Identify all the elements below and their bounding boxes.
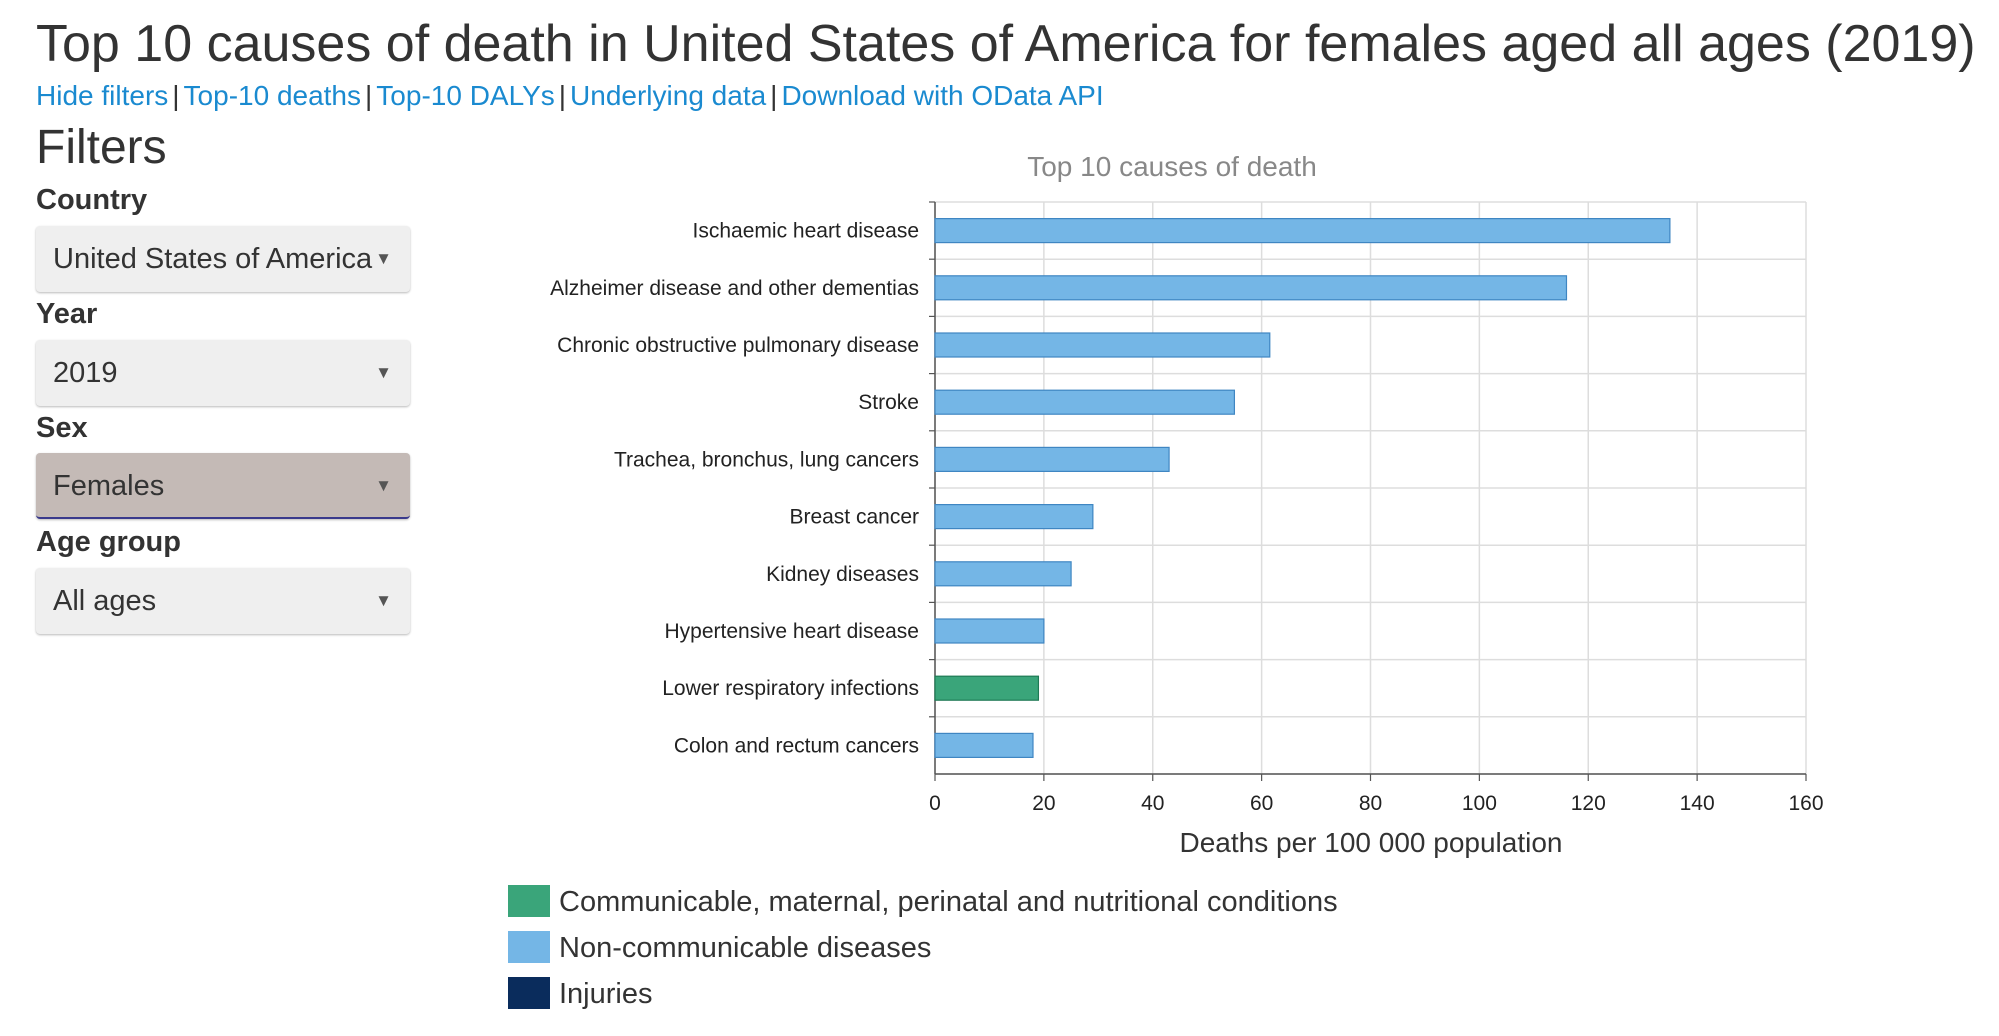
bar: [934, 618, 1045, 644]
chevron-down-icon: ▼: [375, 476, 392, 495]
bar: [934, 332, 1271, 358]
bar: [934, 561, 1072, 587]
x-tick-label: 40: [1141, 792, 1164, 815]
country-label: Country: [36, 184, 148, 216]
filters-heading: Filters: [36, 121, 167, 174]
x-tick-label: 80: [1359, 792, 1382, 815]
y-tick-label: Hypertensive heart disease: [665, 620, 919, 643]
x-tick-label: 140: [1680, 792, 1715, 815]
bar: [934, 675, 1040, 701]
top10-deaths-link[interactable]: Top-10 deaths: [183, 80, 362, 111]
y-tick-label: Trachea, bronchus, lung cancers: [614, 448, 919, 471]
sex-select[interactable]: Females ▼: [36, 453, 410, 519]
year-select[interactable]: 2019 ▼: [36, 340, 410, 406]
nav-separator: |: [365, 80, 373, 111]
hide-filters-link[interactable]: Hide filters: [36, 80, 169, 111]
bar: [934, 504, 1094, 530]
sex-label: Sex: [36, 412, 88, 444]
x-tick-label: 160: [1788, 792, 1823, 815]
chevron-down-icon: ▼: [375, 363, 392, 382]
country-select[interactable]: United States of America ▼: [36, 226, 410, 292]
legend-label: Communicable, maternal, perinatal and nu…: [559, 886, 1338, 918]
legend-label: Injuries: [559, 978, 653, 1010]
bar-chart: Top 10 causes of death Ischaemic heart d…: [550, 151, 1823, 858]
x-tick-label: 0: [929, 792, 941, 815]
download-odata-link[interactable]: Download with OData API: [781, 80, 1104, 111]
y-tick-label: Colon and rectum cancers: [674, 734, 919, 757]
year-value: 2019: [53, 357, 118, 389]
legend-swatch: [508, 931, 550, 963]
y-tick-label: Alzheimer disease and other dementias: [550, 277, 919, 300]
y-tick-label: Chronic obstructive pulmonary disease: [557, 334, 919, 357]
bar: [934, 732, 1034, 759]
age-group-select[interactable]: All ages ▼: [36, 568, 410, 634]
bar: [934, 218, 1671, 244]
x-tick-label: 60: [1250, 792, 1273, 815]
country-value: United States of America: [53, 243, 373, 275]
legend-swatch: [508, 977, 550, 1009]
legend-label: Non-communicable diseases: [559, 932, 932, 964]
bar: [934, 389, 1236, 415]
nav-separator: |: [770, 80, 778, 111]
y-tick-label: Breast cancer: [789, 506, 919, 529]
bar: [934, 275, 1568, 301]
y-tick-label: Stroke: [858, 391, 919, 414]
chevron-down-icon: ▼: [375, 249, 392, 268]
x-tick-label: 120: [1571, 792, 1606, 815]
year-label: Year: [36, 298, 98, 330]
y-tick-label: Ischaemic heart disease: [693, 220, 919, 243]
age-group-value: All ages: [53, 585, 157, 617]
underlying-data-link[interactable]: Underlying data: [570, 80, 767, 111]
x-axis-title: Deaths per 100 000 population: [1180, 827, 1563, 858]
nav-links: Hide filters | Top-10 deaths | Top-10 DALYs |…: [36, 80, 1104, 112]
bar: [934, 446, 1170, 472]
top10-dalys-link[interactable]: Top-10 DALYs: [376, 80, 555, 111]
x-tick-label: 100: [1462, 792, 1497, 815]
page-title: Top 10 causes of death in United States …: [36, 15, 1976, 73]
y-tick-label: Lower respiratory infections: [662, 677, 919, 700]
nav-separator: |: [558, 80, 567, 111]
y-tick-label: Kidney diseases: [766, 563, 919, 586]
chart-title: Top 10 causes of death: [1027, 151, 1317, 182]
sex-value: Females: [53, 470, 165, 502]
x-tick-label: 20: [1032, 792, 1055, 815]
age-group-label: Age group: [36, 526, 181, 558]
legend-swatch: [508, 885, 550, 917]
nav-separator: |: [172, 80, 180, 111]
chevron-down-icon: ▼: [375, 591, 392, 610]
